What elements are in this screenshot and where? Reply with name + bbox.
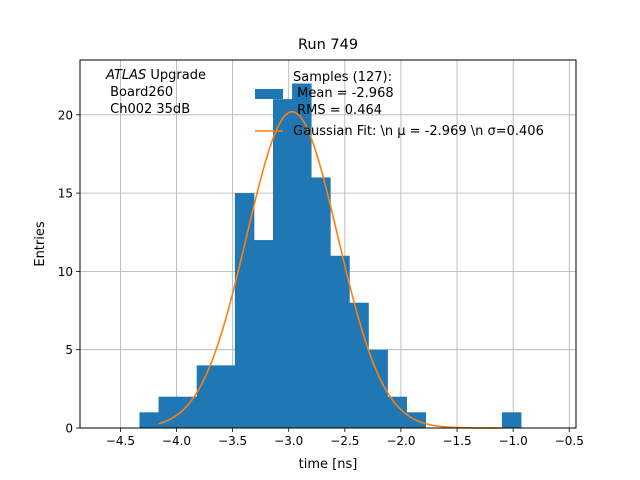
atlas-annotation: ATLAS Upgrade Board260 Ch002 35dB <box>105 68 206 117</box>
x-axis-label: time [ns] <box>299 457 358 472</box>
x-tick-label: −0.5 <box>555 434 584 448</box>
histogram-bar <box>292 83 312 428</box>
x-tick-label: −2.0 <box>386 434 415 448</box>
legend-samples-swatch <box>255 89 283 99</box>
histogram-bar <box>158 396 179 428</box>
legend-samples-line-1: Samples (127): <box>293 70 392 85</box>
histogram-bar <box>368 349 388 428</box>
histogram-bar <box>330 255 350 428</box>
y-tick-label: 20 <box>58 108 73 122</box>
chart-title: Run 749 <box>298 37 358 53</box>
histogram-bar <box>501 412 522 428</box>
gaussian-fit <box>158 110 502 429</box>
histogram-bar <box>139 412 159 428</box>
histogram-bars <box>139 83 522 429</box>
y-tick-label: 5 <box>65 343 73 357</box>
x-tick-label: −1.0 <box>499 434 528 448</box>
histogram-bar <box>253 240 274 428</box>
y-tick-label: 0 <box>65 422 73 436</box>
x-tick-label: −4.5 <box>106 434 135 448</box>
x-tick-label: −3.5 <box>218 434 247 448</box>
plot-frame <box>79 59 577 429</box>
legend-samples-line-3: RMS = 0.464 <box>293 103 382 118</box>
y-axis-ticks: 0 5 10 15 20 <box>58 108 80 436</box>
x-tick-label: −2.5 <box>330 434 359 448</box>
legend-fit-label: Gaussian Fit: \n μ = -2.969 \n σ=0.406 <box>293 124 544 139</box>
x-tick-label: −1.5 <box>442 434 471 448</box>
gaussian-fit-curve <box>158 110 502 429</box>
histogram-bar <box>311 177 331 428</box>
y-tick-label: 10 <box>58 265 73 279</box>
x-tick-label: −4.0 <box>162 434 191 448</box>
x-axis-ticks: −4.5 −4.0 −3.5 −3.0 −2.5 −2.0 −1.5 −1.0 −0.5 <box>106 428 584 448</box>
board-label: Board260 <box>106 85 173 100</box>
histogram-bar <box>177 396 198 428</box>
histogram-bar <box>273 99 293 429</box>
x-tick-label: −3.0 <box>274 434 303 448</box>
channel-label: Ch002 35dB <box>106 102 190 117</box>
legend-samples-line-2: Mean = -2.968 <box>293 86 394 101</box>
svg-text:ATLAS Upgrade: ATLAS Upgrade <box>105 68 206 83</box>
histogram-bar <box>196 365 217 428</box>
histogram-bar <box>234 193 255 428</box>
y-tick-label: 15 <box>58 187 73 201</box>
histogram-bar <box>387 396 407 428</box>
legend: Samples (127): Mean = -2.968 RMS = 0.464… <box>255 70 544 139</box>
y-axis-label: Entries <box>33 221 48 267</box>
upgrade-label: Upgrade <box>146 68 206 83</box>
atlas-label: ATLAS <box>105 68 146 83</box>
histogram-bar <box>215 365 236 428</box>
